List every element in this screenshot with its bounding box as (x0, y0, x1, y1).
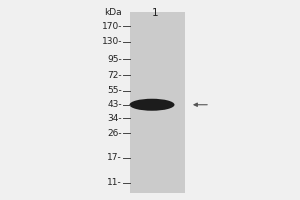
Text: 11-: 11- (107, 178, 122, 187)
Text: 34-: 34- (107, 114, 122, 123)
Text: 26-: 26- (107, 129, 122, 138)
Text: 95-: 95- (107, 55, 122, 64)
Text: kDa: kDa (104, 8, 122, 17)
Text: 43-: 43- (107, 100, 122, 109)
Text: 72-: 72- (107, 71, 122, 80)
Text: 1: 1 (152, 8, 158, 18)
Text: 130-: 130- (101, 37, 122, 46)
Text: 170-: 170- (101, 22, 122, 31)
Text: 17-: 17- (107, 153, 122, 162)
Text: 55-: 55- (107, 86, 122, 95)
Bar (130, 12, 185, 193)
Ellipse shape (130, 99, 175, 111)
